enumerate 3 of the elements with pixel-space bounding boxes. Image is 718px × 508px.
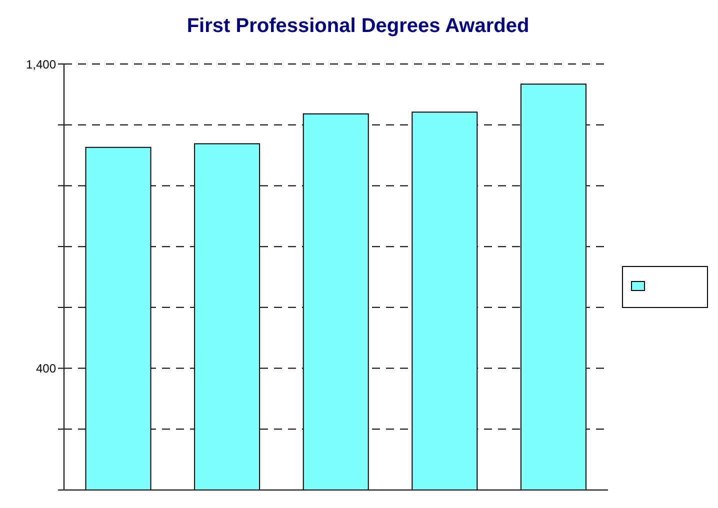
y-tick-label: 400	[36, 362, 56, 376]
y-tick-label: 1,400	[26, 57, 56, 72]
chart-title: First Professional Degrees Awarded	[186, 14, 530, 39]
